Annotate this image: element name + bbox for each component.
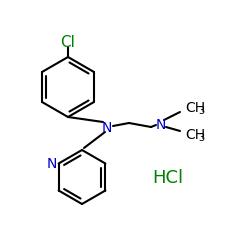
Text: N: N bbox=[155, 117, 166, 131]
Text: N: N bbox=[46, 157, 56, 171]
Text: HCl: HCl bbox=[152, 168, 183, 186]
Text: 3: 3 bbox=[197, 106, 203, 115]
Text: Cl: Cl bbox=[60, 34, 75, 49]
Text: 3: 3 bbox=[197, 132, 203, 142]
Text: CH: CH bbox=[184, 101, 204, 114]
Text: CH: CH bbox=[184, 128, 204, 141]
Text: N: N bbox=[101, 120, 112, 134]
